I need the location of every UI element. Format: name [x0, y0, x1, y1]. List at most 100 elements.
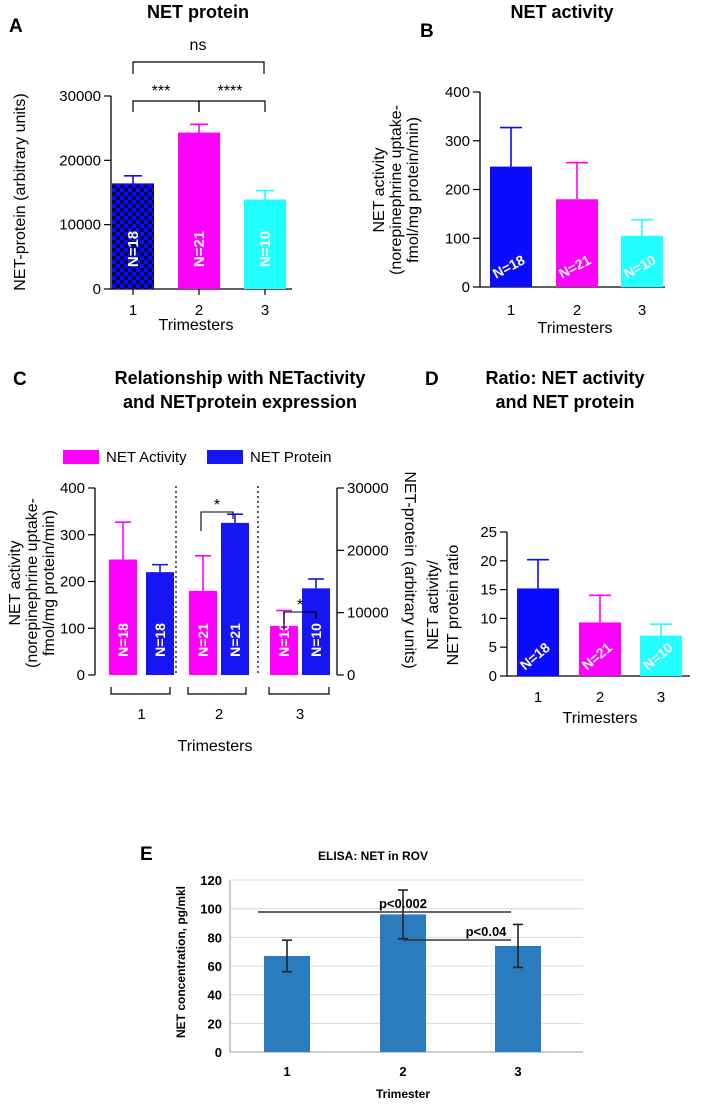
panel-c-protein-bar-2-n-label: N=21 — [227, 623, 243, 657]
panel-a-y-tick-label: 30000 — [59, 88, 101, 105]
panel-c-y2-tick-label: 30000 — [347, 480, 389, 497]
panel-c-y-tick-label: 200 — [60, 574, 85, 591]
panel-a-x-tick-label: 3 — [261, 302, 269, 319]
panel-a-bar-1-n-label: N=18 — [125, 231, 142, 267]
panel-e-y-tick-label: 60 — [208, 959, 222, 974]
panel-b-y-label-2: (norepinephrine uptake- — [388, 105, 405, 275]
panel-c-y2-label: NET-protein (arbitrary units) — [401, 471, 418, 668]
panel-c-y-label-2: (norepinephrine uptake- — [24, 498, 41, 668]
panel-c-y-tick-label: 300 — [60, 527, 85, 544]
panel-a-bar-3-n-label: N=10 — [257, 231, 274, 267]
panel-a-y-tick-label: 20000 — [59, 152, 101, 169]
panel-c-y-tick-label: 100 — [60, 620, 85, 637]
panel-a-y-label: NET-protein (arbitrary units) — [12, 93, 29, 290]
panel-b-y-tick-label: 300 — [445, 133, 470, 150]
panel-d-y-tick-label: 20 — [480, 553, 497, 570]
panel-c-group-bracket-3 — [268, 687, 330, 695]
panel-d-y-label-2: NET protein ratio — [445, 545, 462, 666]
panel-a-x-tick-label: 2 — [195, 302, 203, 319]
panel-c-sig-t3: * — [297, 597, 303, 614]
panel-a-y-tick-label: 10000 — [59, 217, 101, 234]
panel-c-activity-bar-2-n-label: N=21 — [195, 623, 211, 657]
panel-c-y-tick-label: 0 — [77, 667, 85, 684]
panel-c-activity-bar-2 — [189, 590, 217, 675]
panel-c-x-tick-label: 2 — [215, 706, 223, 723]
panel-b-y-tick-label: 0 — [462, 279, 470, 296]
panel-e-y-tick-label: 120 — [200, 873, 222, 888]
panel-c-letter: C — [13, 369, 27, 390]
panel-c-activity-bar-3 — [270, 625, 298, 675]
panel-a-sig-23: **** — [218, 83, 243, 100]
panel-a-bracket-ns — [132, 61, 265, 74]
panel-e-y-tick-label: 100 — [200, 902, 222, 917]
panel-b-x-tick-label: 1 — [507, 302, 515, 319]
panel-d-y-tick-label: 15 — [480, 582, 497, 599]
panel-c-activity-bar-1-n-label: N=18 — [115, 623, 131, 657]
panel-e-y-tick-label: 20 — [208, 1016, 222, 1031]
panel-d-x-tick-label: 3 — [657, 689, 665, 706]
panel-c-group-bracket-1 — [110, 687, 171, 695]
panel-c-y2-tick-label: 0 — [347, 667, 355, 684]
panel-e-x-label: Trimester — [376, 1087, 430, 1101]
panel-b-y-tick-label: 200 — [445, 182, 470, 199]
panel-c-x-label: Trimesters — [178, 738, 253, 755]
panel-a-bar-3 — [244, 200, 286, 289]
panel-b-letter: B — [420, 21, 434, 42]
panel-d-y-tick-label: 10 — [480, 610, 497, 627]
panel-b-x-tick-label: 2 — [573, 302, 581, 319]
panel-a-sig-12: *** — [152, 83, 171, 100]
panel-a-y-tick-label: 0 — [93, 281, 101, 298]
panel-c-title-2: and NETprotein expression — [123, 392, 357, 412]
panel-e-x-tick-label: 1 — [283, 1064, 290, 1079]
panel-c-sig-t2: * — [214, 497, 220, 514]
panel-a-bar-2 — [178, 133, 220, 289]
panel-c-group-bracket-2 — [187, 687, 247, 695]
panel-d-y-label-1: NET activity/ — [425, 560, 442, 650]
panel-a-x-tick-label: 1 — [129, 302, 137, 319]
panel-c-bracket-t2 — [200, 511, 234, 531]
panel-e-letter: E — [140, 844, 153, 865]
panel-a-bar-1 — [112, 184, 154, 289]
panel-c-protein-bar-3 — [302, 588, 330, 675]
panel-b-bar-1 — [490, 166, 532, 287]
panel-e-y-tick-label: 80 — [208, 930, 222, 945]
panel-c-activity-bar-1 — [109, 559, 137, 675]
panel-b-bar-3 — [621, 235, 663, 287]
panel-e-x-tick-label: 3 — [514, 1064, 521, 1079]
panel-c-y2-tick-label: 20000 — [347, 542, 389, 559]
panel-d-x-tick-label: 2 — [596, 689, 604, 706]
panel-a-x-label: Trimesters — [159, 317, 234, 334]
panel-a-sig-ns: ns — [190, 37, 207, 54]
panel-d-x-label: Trimesters — [563, 710, 638, 727]
panel-c-y-tick-label: 400 — [60, 480, 85, 497]
panel-e-title: ELISA: NET in ROV — [318, 849, 428, 863]
panel-c-protein-bar-1-n-label: N=18 — [152, 623, 168, 657]
panel-c-y2-tick-label: 10000 — [347, 605, 389, 622]
panel-c-y-label-3: fmol/mg protein/min) — [41, 510, 58, 656]
panel-c-y-label-1: NET activity — [7, 540, 24, 625]
panel-c-bracket-t3 — [283, 611, 317, 630]
panel-b-y-tick-label: 100 — [445, 230, 470, 247]
panel-d: D Ratio: NET activity and NET protein 0 5… — [425, 368, 690, 727]
panel-d-title-2: and NET protein — [496, 392, 635, 412]
panel-a-letter: A — [9, 16, 23, 37]
legend-swatch-net-activity — [63, 450, 99, 464]
panel-b-y-label-3: fmol/mg protein/min) — [405, 117, 422, 263]
panel-c-x-tick-label: 3 — [296, 706, 304, 723]
panel-c-protein-bar-2 — [221, 522, 249, 675]
panel-a-bar-2-n-label: N=21 — [191, 231, 208, 267]
panel-b-y-tick-label: 400 — [445, 84, 470, 101]
panel-a-title: NET protein — [147, 2, 249, 22]
legend-swatch-net-protein — [207, 450, 243, 464]
legend-label-net-protein: NET Protein — [250, 449, 331, 466]
panel-e-x-tick-label: 2 — [399, 1064, 406, 1079]
legend-label-net-activity: NET Activity — [106, 449, 187, 466]
panel-e-sig-23: p<0.04 — [466, 924, 508, 939]
panel-e-sig-13: p<0.002 — [379, 896, 427, 911]
panel-c-x-tick-label: 1 — [137, 706, 145, 723]
panel-a-bracket-23 — [198, 100, 266, 112]
panel-c-title-1: Relationship with NETactivity — [115, 368, 366, 388]
panel-b-y-label-1: NET activity — [371, 147, 388, 232]
